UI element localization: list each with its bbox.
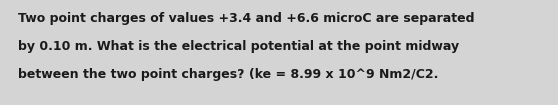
Text: by 0.10 m. What is the electrical potential at the point midway: by 0.10 m. What is the electrical potent… xyxy=(18,40,459,53)
Text: between the two point charges? (ke = 8.99 x 10^9 Nm2/C2.: between the two point charges? (ke = 8.9… xyxy=(18,68,439,81)
Text: Two point charges of values +3.4 and +6.6 microC are separated: Two point charges of values +3.4 and +6.… xyxy=(18,12,474,25)
